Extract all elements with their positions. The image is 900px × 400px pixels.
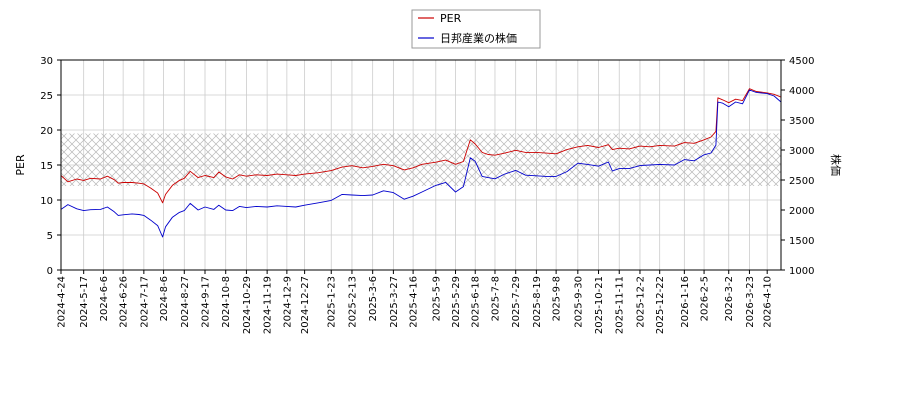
x-tick-label: 2025-2-13 bbox=[347, 276, 358, 328]
reference-band bbox=[61, 133, 781, 186]
x-tick-label: 2024-8-27 bbox=[180, 276, 191, 328]
x-tick-label: 2024-12-27 bbox=[300, 276, 311, 334]
left-tick-label: 5 bbox=[47, 231, 53, 242]
x-tick-label: 2024-9-17 bbox=[201, 276, 212, 328]
x-tick-label: 2024-7-17 bbox=[139, 276, 150, 328]
left-y-axis: 0 5 10 15 20 25 30 bbox=[40, 56, 61, 277]
x-tick-label: 2026-4-10 bbox=[763, 276, 774, 328]
left-axis-title: PER bbox=[14, 154, 27, 176]
x-tick-label: 2025-7-29 bbox=[511, 276, 522, 328]
per-series-line bbox=[61, 88, 781, 204]
x-axis: 2024-4-24 2024-5-17 2024-6-6 2024-6-26 2024-… bbox=[57, 270, 774, 334]
right-tick-label: 3500 bbox=[789, 116, 814, 127]
left-tick-label: 30 bbox=[40, 56, 53, 67]
x-tick-label: 2024-6-26 bbox=[119, 276, 130, 328]
x-tick-label: 2025-3-6 bbox=[368, 276, 379, 321]
x-tick-label: 2025-3-27 bbox=[389, 276, 400, 328]
right-y-axis: 1000 1500 2000 2500 3000 3500 4000 4500 bbox=[781, 56, 814, 277]
x-tick-label: 2026-1-16 bbox=[680, 276, 691, 328]
stock-price-series-line bbox=[61, 89, 781, 238]
right-tick-label: 2500 bbox=[789, 176, 814, 187]
x-tick-label: 2026-3-23 bbox=[745, 276, 756, 328]
x-tick-label: 2025-1-23 bbox=[327, 276, 338, 328]
x-tick-label: 2024-5-17 bbox=[79, 276, 90, 328]
right-tick-label: 4000 bbox=[789, 86, 814, 97]
left-tick-label: 25 bbox=[40, 91, 53, 102]
x-tick-label: 2025-4-16 bbox=[409, 276, 420, 328]
x-tick-label: 2024-8-6 bbox=[159, 276, 170, 321]
x-tick-label: 2026-3-2 bbox=[724, 276, 735, 321]
right-axis-title: 株価 bbox=[829, 154, 843, 176]
x-tick-label: 2024-6-6 bbox=[99, 276, 110, 321]
x-tick-label: 2025-9-30 bbox=[573, 276, 584, 328]
left-tick-label: 0 bbox=[47, 266, 53, 277]
right-tick-label: 4500 bbox=[789, 56, 814, 67]
x-tick-label: 2025-7-8 bbox=[490, 276, 501, 321]
left-tick-label: 15 bbox=[40, 161, 53, 172]
x-tick-label: 2024-10-29 bbox=[242, 276, 253, 334]
legend: PER 日邦産業の株価 bbox=[411, 9, 541, 49]
x-tick-label: 2024-4-24 bbox=[57, 276, 68, 328]
x-tick-label: 2025-10-21 bbox=[594, 276, 605, 334]
x-tick-label: 2025-8-19 bbox=[532, 276, 543, 328]
x-tick-label: 2024-11-19 bbox=[263, 276, 274, 334]
x-tick-label: 2025-5-29 bbox=[451, 276, 462, 328]
x-tick-label: 2025-11-11 bbox=[615, 276, 626, 334]
right-tick-label: 1500 bbox=[789, 236, 814, 247]
x-tick-label: 2025-6-18 bbox=[471, 276, 482, 328]
right-tick-label: 3000 bbox=[789, 146, 814, 157]
series-layer bbox=[61, 88, 781, 238]
right-tick-label: 1000 bbox=[789, 266, 814, 277]
legend-per-label: PER bbox=[440, 12, 462, 25]
x-tick-label: 2025-5-9 bbox=[431, 276, 442, 321]
x-tick-label: 2025-12-2 bbox=[635, 276, 646, 328]
x-tick-label: 2025-9-8 bbox=[552, 276, 563, 321]
legend-box bbox=[411, 9, 541, 49]
x-tick-label: 2024-10-8 bbox=[221, 276, 232, 328]
legend-price-label: 日邦産業の株価 bbox=[440, 31, 517, 45]
x-tick-label: 2026-2-5 bbox=[700, 276, 711, 321]
left-tick-label: 10 bbox=[40, 196, 53, 207]
left-tick-label: 20 bbox=[40, 126, 53, 137]
right-tick-label: 2000 bbox=[789, 206, 814, 217]
x-tick-label: 2024-12-9 bbox=[282, 276, 293, 328]
x-tick-label: 2025-12-22 bbox=[655, 276, 666, 334]
